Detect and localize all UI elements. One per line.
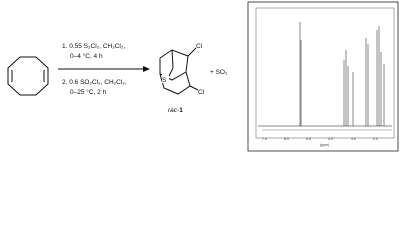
scheme: 1. 0.55 S₂Cl₂, CH₂Cl₂, 0–4 °C, 4 h 2. 0.… [7, 1, 399, 152]
condition: 0–4 °C, 4 h [70, 52, 103, 60]
condition: 1. 0.55 S₂Cl₂, CH₂Cl₂, [62, 43, 125, 50]
condition: 2. 0.6 SO₂Cl₂, CH₂Cl₂, [62, 79, 127, 86]
axis-label: 7.0 [262, 137, 267, 141]
cyclooctadiene [7, 56, 49, 96]
atom-label: Cl [196, 43, 203, 50]
label-mask [162, 74, 169, 83]
byproduct: + SO₂ [210, 69, 228, 76]
axis-title: (ppm) [320, 143, 329, 147]
product-structure [159, 47, 199, 95]
axis-label: 2.0 [373, 137, 378, 141]
atom-label: S [162, 77, 167, 84]
product-label: rac-1 [168, 107, 183, 114]
axis-label: 5.0 [306, 137, 311, 141]
arrow-head [143, 66, 150, 72]
spectrum-frame [247, 1, 399, 152]
spectrum-trace [258, 22, 392, 131]
axis-label: 4.0 [328, 137, 333, 141]
plot-frame [255, 7, 395, 139]
axis-label: 6.0 [284, 137, 289, 141]
condition: 0–25 °C, 2 h [70, 88, 107, 96]
axis-label: 3.0 [351, 137, 356, 141]
atom-label: Cl [198, 89, 205, 96]
